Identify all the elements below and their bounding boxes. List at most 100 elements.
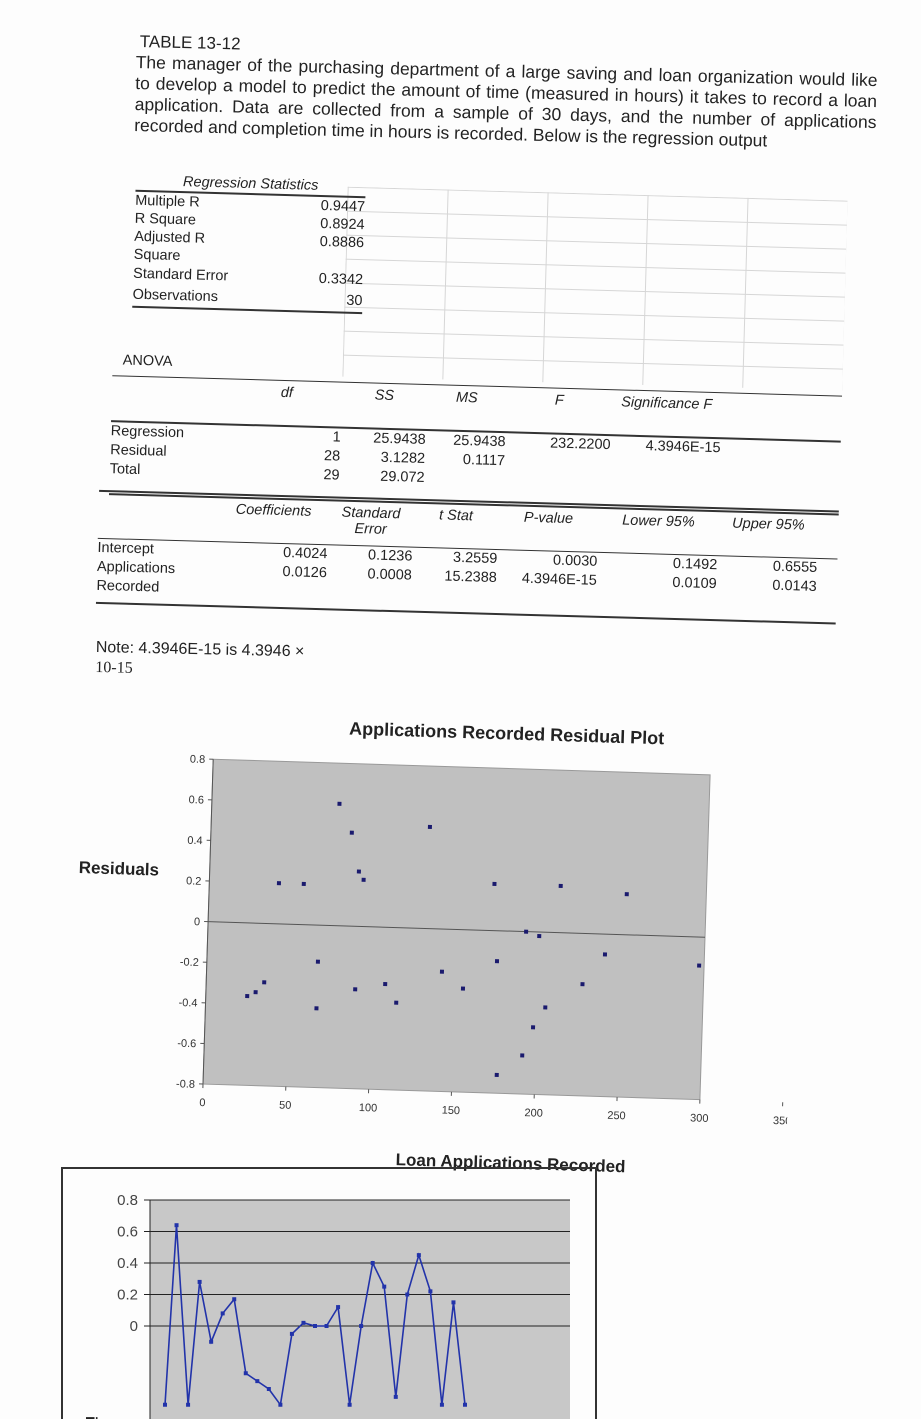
scatter-point: [543, 1005, 548, 1010]
scatter-point: [315, 959, 320, 964]
coef-header-cell: P-value: [523, 509, 574, 528]
scatter-point: [494, 1072, 499, 1078]
coef-header-cell: Lower 95%: [621, 512, 695, 531]
stat-value: 0.8886: [319, 233, 365, 252]
coef-cell: 0.1236: [367, 547, 413, 565]
y-tick-label: 0.2: [117, 1287, 138, 1304]
line-point: [163, 1402, 167, 1407]
line-point: [382, 1284, 387, 1289]
y-tick-label: 0.6: [117, 1224, 138, 1241]
line-point: [405, 1292, 410, 1297]
y-tick-label: -0.4: [178, 997, 197, 1010]
line-point: [439, 1402, 444, 1407]
anova-cell: 3.1282: [380, 449, 426, 467]
residual-line-chart: 0.8 0.6 0.4 0.2 0 iduals: [60, 1166, 600, 1419]
line-point: [255, 1379, 260, 1384]
scatter-point: [361, 877, 366, 882]
scatter-point: [253, 990, 258, 995]
y-tick-label: -0.8: [176, 1078, 195, 1091]
anova-cell: 25.9438: [452, 432, 506, 451]
y-tick-label: 0.4: [187, 835, 203, 847]
line-point: [370, 1261, 375, 1265]
anova-cell: [424, 469, 504, 490]
coef-header-cell: Standard Error: [341, 504, 401, 538]
y-tick-label: 0.8: [190, 753, 206, 765]
scatter-point: [558, 883, 563, 889]
anova-label: ANOVA: [122, 352, 173, 370]
anova-cell: [504, 471, 609, 493]
coef-cell: 4.3946E-15: [521, 570, 597, 589]
anova-cell: 29.072: [380, 468, 425, 486]
coef-header-cell: Coefficients: [235, 501, 312, 520]
scatter-point: [537, 934, 542, 939]
line-point: [428, 1289, 433, 1294]
scatter-plot-area: 0.8 0.6 0.4 0.2 0 -0.2 -0.4 -0.6 -0.8 0 50 100 150 20…: [176, 753, 792, 1127]
anova-header-cell: SS: [374, 387, 395, 405]
coef-cell: 15.2388: [444, 568, 498, 587]
coef-cell: 0.0109: [672, 574, 717, 593]
x-tick-label: 300: [690, 1112, 709, 1125]
anova-header-cell: [112, 380, 232, 383]
coef-header-cell: [99, 498, 219, 501]
line-point: [393, 1394, 398, 1399]
y-tick-label: 0.6: [188, 794, 204, 806]
stat-label: Adjusted R Square: [133, 228, 206, 265]
note: Note: 4.3946E-15 is 4.3946 × 10-15: [95, 638, 304, 682]
x-tick-label: 100: [359, 1102, 378, 1115]
scatter-point: [460, 986, 466, 991]
line-plot-area: 0.8 0.6 0.4 0.2 0 iduals: [61, 1167, 597, 1419]
regression-output: Regression Statistics Multiple R 0.9447 R…: [95, 172, 853, 625]
line-point: [416, 1253, 421, 1258]
line-point: [347, 1402, 352, 1407]
scatter-point: [349, 830, 354, 835]
regression-statistics-table: Regression Statistics Multiple R 0.9447 R…: [132, 172, 366, 315]
scatter-point: [524, 929, 529, 934]
coef-cell: Applications Recorded: [96, 558, 176, 596]
anova-header-cell: F: [554, 392, 564, 409]
scatter-point: [356, 869, 361, 874]
y-tick-label: 0.8: [117, 1192, 138, 1209]
line-point: [174, 1223, 179, 1228]
chart-border: [61, 1167, 597, 1419]
x-tick-label: 150: [441, 1105, 460, 1118]
scatter-point: [353, 987, 358, 992]
stat-value: 0.3342: [318, 270, 364, 289]
line-point: [463, 1402, 467, 1407]
line-point: [278, 1402, 283, 1407]
y-axis-label: iduals: [82, 1416, 99, 1419]
scatter-point: [624, 892, 629, 897]
residual-scatter-chart: Applications Recorded Residual Plot Resi…: [65, 700, 800, 1212]
line-point: [243, 1371, 248, 1376]
scatter-point: [276, 881, 282, 886]
anova-cell: Total: [109, 461, 141, 479]
line-point: [301, 1320, 306, 1325]
stat-row: Observations 30: [132, 283, 363, 315]
scatter-point: [494, 959, 500, 964]
anova-cell: [609, 474, 719, 496]
line-point: [336, 1305, 341, 1310]
scatter-point: [697, 963, 702, 968]
scatter-point: [530, 1025, 536, 1030]
line-point: [324, 1324, 329, 1328]
scatter-point: [580, 982, 585, 987]
anova-header-cell: MS: [455, 389, 478, 407]
scatter-point: [314, 1006, 319, 1011]
spreadsheet-gridlines: [342, 186, 848, 391]
stat-label: Observations: [132, 286, 219, 306]
scatter-point: [492, 881, 497, 886]
scatter-point: [394, 1000, 399, 1005]
zero-line: [208, 921, 706, 938]
plot-background: [150, 1200, 570, 1419]
scatter-point: [262, 980, 267, 985]
coef-header-cell: Upper 95%: [731, 515, 805, 534]
y-tick-label: -0.2: [180, 956, 199, 969]
scatter-point: [337, 801, 342, 806]
coef-cell: 0.0126: [282, 564, 328, 582]
line-point: [313, 1324, 317, 1328]
line-point: [266, 1387, 271, 1391]
anova-header-cell: Significance F: [620, 394, 713, 413]
line-point: [186, 1402, 191, 1407]
anova-header-cell: df: [280, 384, 294, 402]
line-point: [220, 1311, 225, 1316]
